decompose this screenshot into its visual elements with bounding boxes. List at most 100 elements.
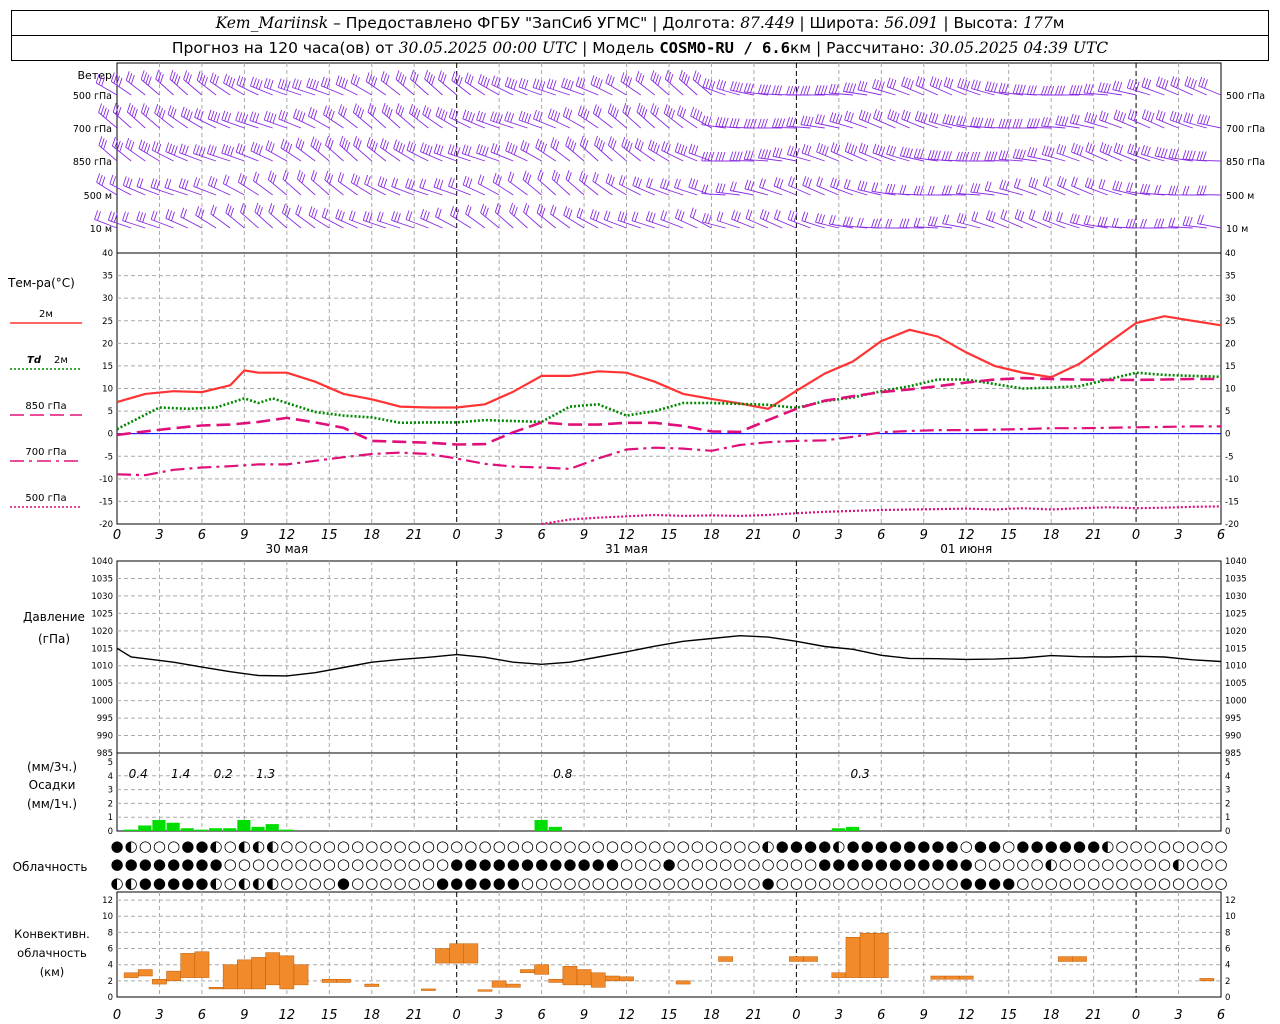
cloud-symbol-1-48: ○ (790, 855, 803, 873)
wind-barb-3-31 (537, 169, 557, 196)
wind-barb-3-42 (688, 178, 712, 196)
wind-barb-4-3 (136, 211, 160, 229)
cloud-symbol-1-17: ○ (351, 855, 364, 873)
cloud-symbol-1-73: ○ (1144, 855, 1157, 873)
pressure-ytick-right-9: 995 (1225, 714, 1241, 724)
wind-barb-4-40 (660, 210, 684, 229)
precip-3h-label: (мм/3ч.) (27, 760, 77, 774)
temp-xtick-12: 12 (618, 528, 635, 543)
cloud-symbol-1-69: ○ (1087, 855, 1100, 873)
wind-barb-4-65 (1014, 209, 1038, 229)
cloud-symbol-0-65: ● (1030, 837, 1043, 855)
wind-barb-2-28 (490, 142, 514, 162)
cloud-symbol-2-53: ○ (861, 874, 874, 892)
conv-ytick-right-4: 4 (1225, 961, 1230, 971)
wind-barb-3-54 (857, 180, 882, 196)
wind-barb-1-61 (956, 115, 981, 129)
conv-bar-41 (958, 975, 974, 980)
cloud-symbol-2-8: ○ (224, 874, 237, 892)
cloud-symbol-2-27: ● (493, 874, 506, 892)
cloud-symbol-1-76: ○ (1186, 855, 1199, 873)
wind-barb-0-22 (410, 69, 429, 96)
cloud-title: Облачность (13, 860, 88, 874)
wind-barb-2-57 (899, 146, 924, 162)
wind-barb-1-25 (448, 108, 471, 129)
wind-barb-1-48 (771, 118, 797, 129)
wind-barb-4-64 (1000, 209, 1023, 229)
precip-bar-0 (124, 829, 138, 831)
wind-barb-4-44 (716, 211, 740, 229)
temp-series-line-2 (116, 376, 1221, 446)
wind-barb-4-45 (731, 210, 755, 229)
wind-barb-4-51 (815, 213, 839, 229)
cloud-symbol-2-46: ● (762, 874, 775, 892)
wind-barb-2-22 (406, 141, 429, 162)
cloud-symbol-0-48: ● (790, 837, 803, 855)
cloud-symbol-2-40: ○ (677, 874, 690, 892)
model-unit: км (790, 39, 812, 57)
wind-barb-1-56 (887, 109, 910, 129)
pressure-unit: (гПа) (38, 632, 70, 646)
temp-ytick-left-1: 35 (102, 272, 113, 282)
wind-barb-0-65 (1012, 84, 1038, 96)
cloud-symbol-2-43: ○ (719, 874, 732, 892)
cloud-symbol-0-29: ○ (521, 837, 534, 855)
wind-barb-3-69 (1071, 176, 1094, 196)
wind-barb-4-11 (254, 202, 274, 229)
cloud-symbol-1-25: ● (464, 855, 477, 873)
cloud-symbol-0-46: ◐ (762, 837, 775, 855)
cloud-symbol-0-36: ○ (620, 837, 633, 855)
wind-barb-1-73 (1127, 109, 1151, 129)
cloud-symbol-0-57: ● (917, 837, 930, 855)
precip-ytick-right-1: 4 (1225, 772, 1230, 782)
cloud-symbol-1-53: ● (861, 855, 874, 873)
cloud-symbol-2-29: ○ (521, 874, 534, 892)
cloud-symbol-0-13: ○ (294, 837, 307, 855)
cloud-symbol-0-28: ○ (507, 837, 520, 855)
cloud-symbol-0-14: ○ (309, 837, 322, 855)
wind-barb-0-73 (1126, 78, 1151, 96)
wind-barb-4-34 (576, 207, 599, 229)
wind-barb-3-67 (1042, 176, 1066, 196)
wind-barb-0-39 (650, 70, 670, 96)
cloud-symbol-1-63: ○ (1002, 855, 1015, 873)
wind-barb-1-52 (829, 112, 854, 129)
temp-series-line-0 (116, 315, 1222, 410)
cloud-symbol-1-41: ○ (691, 855, 704, 873)
wind-barb-0-29 (504, 76, 528, 96)
temp-legend-label-td-2m: 2м (54, 355, 68, 366)
cloud-symbol-0-41: ○ (691, 837, 704, 855)
wind-barb-0-5 (169, 69, 189, 96)
conv-ytick-left-6: 0 (108, 993, 113, 1003)
conv-xtick-10: 6 (537, 1008, 545, 1023)
wind-barb-2-4 (151, 140, 174, 162)
cloud-symbol-1-7: ● (210, 855, 223, 873)
cloud-symbol-1-38: ○ (648, 855, 661, 873)
wind-barb-1-78 (1197, 113, 1222, 129)
wind-barb-2-73 (1127, 143, 1151, 162)
precip-ytick-left-0: 5 (108, 758, 113, 768)
wind-barb-1-6 (180, 106, 203, 129)
precip-ytick-right-4: 1 (1225, 813, 1230, 823)
cloud-symbol-2-50: ○ (818, 874, 831, 892)
conv-ytick-right-2: 8 (1225, 928, 1230, 938)
wind-barb-1-77 (1183, 112, 1207, 129)
cloud-symbol-1-9: ○ (238, 855, 251, 873)
precip-bar-5 (194, 829, 208, 831)
wind-barb-0-60 (943, 76, 967, 96)
wind-barb-0-34 (575, 76, 599, 96)
wind-barb-3-12 (267, 170, 288, 196)
wind-barb-1-54 (858, 109, 882, 129)
wind-barb-1-72 (1113, 109, 1137, 129)
cloud-symbol-2-3: ● (153, 874, 166, 892)
precip-ytick-left-2: 3 (108, 786, 113, 796)
cloud-symbol-0-52: ● (846, 837, 859, 855)
lat-value: 56.091 (884, 14, 939, 32)
cloud-symbol-0-62: ● (988, 837, 1001, 855)
wind-barb-3-63 (984, 181, 1009, 196)
wind-barb-3-15 (310, 170, 330, 196)
wind-barb-0-17 (335, 75, 358, 96)
wind-barb-0-3 (140, 70, 160, 96)
wind-barb-3-34 (579, 170, 599, 196)
wind-barb-0-14 (291, 78, 316, 96)
